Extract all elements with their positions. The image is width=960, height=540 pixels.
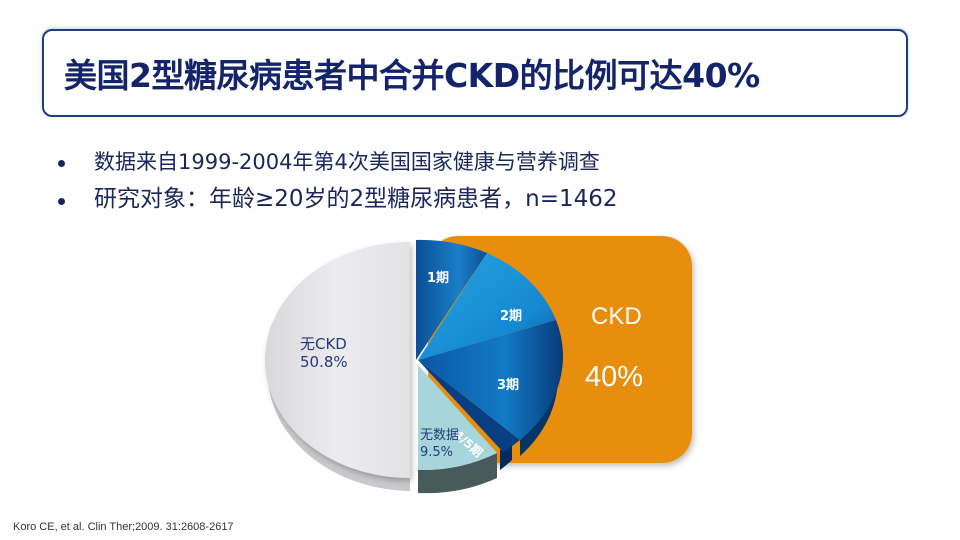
- slice-no-ckd: [265, 242, 410, 478]
- callout-value: 40%: [585, 361, 644, 393]
- label-no-ckd: 无CKD 50.8%: [300, 335, 348, 371]
- label-no-data-value: 9.5%: [420, 445, 454, 460]
- label-no-ckd-name: 无CKD: [300, 335, 347, 353]
- citation: Koro CE, et al. Clin Ther;2009. 31:2608-…: [13, 521, 234, 533]
- slice-stage1: [416, 239, 487, 360]
- slice-stage2: [418, 253, 556, 360]
- slice-no-data: [418, 365, 497, 471]
- slice-stage45: [418, 360, 520, 452]
- callout-label: CKD: [591, 303, 642, 330]
- label-stage1: 1期: [427, 271, 450, 286]
- title-box: 美国2型糖尿病患者中合并CKD的比例可达40%: [42, 29, 908, 117]
- label-no-data: 无数据 9.5%: [420, 427, 459, 461]
- bullet-text: 数据来自1999-2004年第4次美国国家健康与营养调查: [94, 150, 600, 174]
- slice-no-data-side: [418, 453, 497, 494]
- bullet-item: 研究对象：年龄≥20岁的2型糖尿病患者，n=1462: [52, 181, 618, 217]
- bullet-text: 研究对象：年龄≥20岁的2型糖尿病患者，n=1462: [94, 186, 618, 212]
- label-no-ckd-value: 50.8%: [300, 353, 348, 371]
- bullet-dot-icon: [58, 198, 65, 205]
- label-stage3: 3期: [497, 378, 520, 393]
- slide-title: 美国2型糖尿病患者中合并CKD的比例可达40%: [64, 56, 760, 95]
- bullet-item: 数据来自1999-2004年第4次美国国家健康与营养调查: [52, 147, 618, 181]
- slice-no-ckd-side: [268, 362, 410, 491]
- label-no-data-name: 无数据: [420, 428, 460, 443]
- slice-stage3: [418, 320, 563, 440]
- bullet-list: 数据来自1999-2004年第4次美国国家健康与营养调查 研究对象：年龄≥20岁…: [52, 147, 618, 217]
- slice-stage3-side: [520, 360, 559, 456]
- bullet-dot-icon: [58, 160, 65, 167]
- label-stage2: 2期: [500, 309, 523, 324]
